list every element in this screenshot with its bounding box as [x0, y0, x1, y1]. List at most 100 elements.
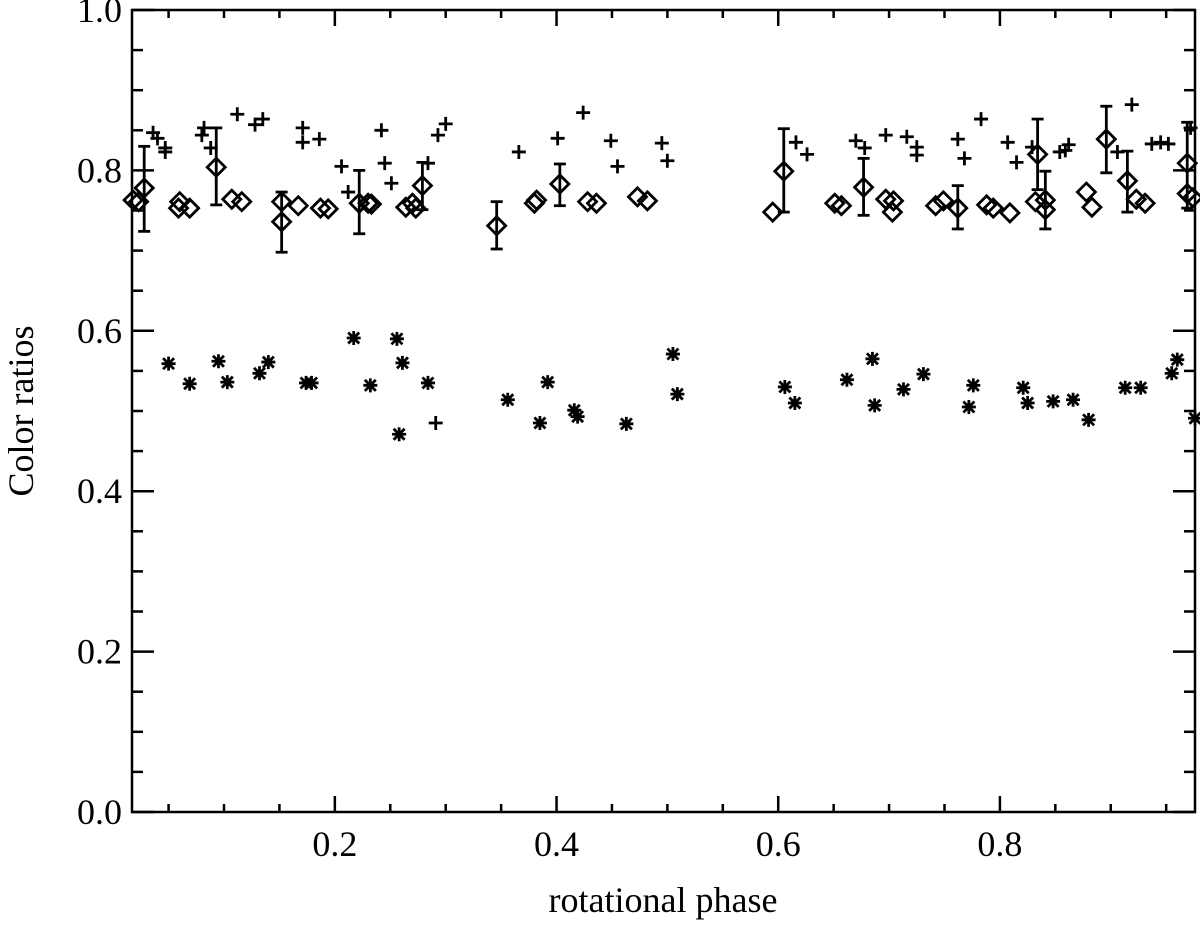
plus-point	[1161, 136, 1176, 151]
tick-labels: 0.0 0.2 0.4 0.6 0.8 1.0 0.2 0.4 0.6 0.8	[77, 0, 1022, 864]
asterisk-point	[777, 379, 792, 394]
asterisk-marker	[867, 398, 882, 413]
plus-marker	[430, 128, 445, 143]
plus-marker	[974, 112, 989, 127]
diamond-marker	[576, 190, 599, 213]
asterisk-marker	[1016, 380, 1031, 395]
diamond-marker	[636, 189, 659, 212]
plus-point	[341, 185, 356, 200]
plus-point	[377, 156, 392, 171]
asterisk-marker	[182, 376, 197, 391]
asterisk-point	[670, 387, 685, 402]
diamond-point	[1134, 192, 1157, 215]
asterisk-marker	[619, 416, 634, 431]
plus-point	[660, 153, 675, 168]
plus-marker	[150, 131, 165, 146]
plus-point	[974, 112, 989, 127]
asterisk-point	[261, 355, 276, 370]
diamond-point	[1116, 149, 1139, 214]
diamond-point	[309, 197, 332, 220]
diamond-point	[548, 162, 571, 208]
plus-point	[576, 105, 591, 120]
plus-point	[197, 120, 212, 135]
plus-marker	[428, 416, 443, 431]
plus-point	[610, 159, 625, 174]
plus-marker	[848, 133, 863, 148]
diamond-marker	[1034, 198, 1057, 221]
diamond-marker	[230, 190, 253, 213]
data-marks	[122, 97, 1200, 442]
asterisk-marker	[1133, 380, 1148, 395]
asterisk-marker	[261, 355, 276, 370]
plus-point	[1124, 97, 1139, 112]
diamond-point	[1075, 181, 1098, 204]
asterisk-point	[389, 331, 404, 346]
asterisk-point	[570, 409, 585, 424]
asterisk-point	[961, 399, 976, 414]
asterisk-marker	[540, 375, 555, 390]
diamond-marker	[1181, 186, 1200, 209]
diamond-marker	[133, 177, 156, 200]
diamond-point	[626, 185, 649, 208]
diamond-point	[982, 197, 1005, 220]
diamond-marker	[357, 192, 380, 215]
diamond-marker	[924, 194, 947, 217]
plus-marker	[899, 129, 914, 144]
plus-marker	[197, 120, 212, 135]
diamond-point	[220, 188, 243, 211]
asterisk-marker	[787, 395, 802, 410]
diamond-point	[404, 197, 427, 220]
asterisk-point	[839, 372, 854, 387]
y-tick-label: 0.2	[77, 632, 122, 672]
asterisk-point	[1164, 366, 1179, 381]
asterisk-point	[500, 392, 515, 407]
diamond-point	[205, 126, 228, 207]
diamond-marker	[772, 160, 795, 183]
diamond-marker	[317, 197, 340, 220]
asterisk-marker	[1081, 412, 1096, 427]
plus-marker	[1000, 135, 1015, 150]
plus-marker	[295, 135, 310, 150]
plus-point	[430, 128, 445, 143]
diamond-marker	[1034, 189, 1057, 212]
asterisk-marker	[1170, 352, 1185, 367]
asterisk-marker	[1164, 366, 1179, 381]
asterisk-marker	[252, 366, 267, 381]
asterisk-point	[1066, 392, 1081, 407]
diamond-marker	[932, 189, 955, 212]
asterisk-marker	[389, 331, 404, 346]
diamond-marker	[823, 192, 846, 215]
plus-marker	[909, 148, 924, 163]
asterisk-marker	[896, 382, 911, 397]
diamond-marker	[404, 197, 427, 220]
diamond-marker	[309, 197, 332, 220]
diamond-marker	[548, 173, 571, 196]
diamond-point	[924, 194, 947, 217]
asterisk-point	[1020, 395, 1035, 410]
plus-point	[428, 416, 443, 431]
plus-marker	[438, 116, 453, 131]
diamond-marker	[1095, 128, 1118, 151]
plus-point	[957, 151, 972, 166]
plus-marker	[374, 123, 389, 138]
diamond-marker	[270, 210, 293, 233]
diamond-point	[585, 192, 608, 215]
plus-marker	[1124, 97, 1139, 112]
asterisk-marker	[395, 355, 410, 370]
asterisk-marker	[567, 403, 582, 418]
asterisk-marker	[1046, 394, 1061, 409]
diamond-point	[270, 190, 293, 254]
plus-marker	[334, 159, 349, 174]
diamond-point	[133, 144, 156, 233]
asterisk-point	[1081, 412, 1096, 427]
asterisk-point	[865, 351, 880, 366]
y-tick-label: 1.0	[77, 0, 122, 30]
asterisk-point	[1016, 380, 1031, 395]
plus-point	[909, 148, 924, 163]
asterisk-marker	[211, 354, 226, 369]
plus-point	[334, 159, 349, 174]
plus-marker	[610, 159, 625, 174]
asterisk-point	[665, 347, 680, 362]
diamond-point	[998, 201, 1021, 224]
diamond-point	[1034, 189, 1057, 212]
